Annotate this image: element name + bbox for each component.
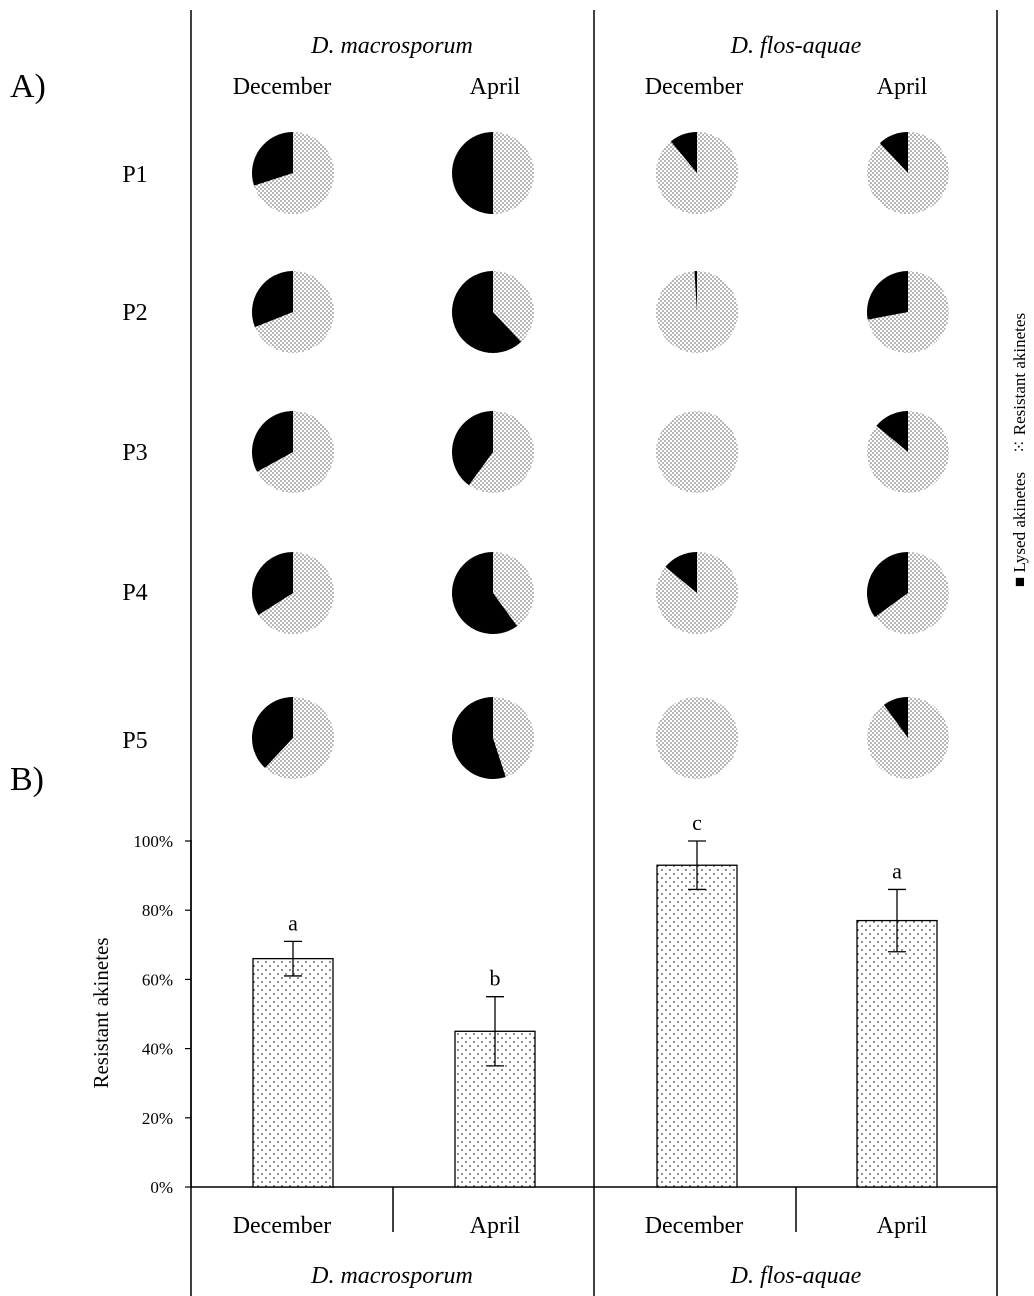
- x-label-species-right: D. flos-aquae: [730, 1263, 862, 1289]
- significance-letter-4: a: [892, 858, 902, 883]
- legend-resistant-marker: ⁙: [1010, 439, 1029, 453]
- y-tick-label: 60%: [142, 970, 173, 989]
- y-tick-label: 40%: [142, 1040, 173, 1059]
- pie-p3-col-4: [867, 411, 949, 493]
- pie-slice-lysed: [452, 552, 518, 634]
- y-axis-ticks: 0% 20% 40% 60% 80% 100%: [133, 832, 191, 1197]
- pie-p5-col-1: [251, 696, 334, 779]
- pie-slice-lysed: [876, 411, 908, 452]
- pie-slice-lysed: [252, 271, 293, 328]
- pie-grid: [251, 131, 949, 779]
- y-tick-label: 20%: [142, 1109, 173, 1128]
- y-tick-label: 0%: [150, 1178, 173, 1197]
- pie-p3-col-2: [451, 411, 534, 493]
- pie-p5-col-3: [656, 697, 738, 779]
- y-axis-label: Resistant akinetes: [89, 937, 113, 1088]
- pie-p4-col-2: [452, 552, 534, 634]
- x-label-month-1: December: [233, 1213, 332, 1239]
- bar-3: [656, 864, 738, 1188]
- month-header-3: December: [645, 74, 744, 100]
- species-header-left: D. macrosporum: [310, 33, 473, 59]
- pie-p4-col-3: [656, 552, 738, 634]
- x-label-month-4: April: [877, 1213, 928, 1239]
- significance-letter-3: c: [692, 810, 702, 835]
- significance-letter-2: b: [490, 966, 501, 991]
- pie-p2-col-4: [867, 271, 949, 353]
- pie-slice-lysed: [251, 696, 293, 768]
- y-tick-label: 80%: [142, 901, 173, 920]
- pie-p5-col-4: [867, 697, 949, 779]
- legend-resistant-label: Resistant akinetes: [1010, 313, 1029, 435]
- pie-slice-lysed: [451, 697, 506, 779]
- x-label-month-2: April: [470, 1213, 521, 1239]
- pie-p5-col-2: [451, 697, 534, 779]
- month-header-2: April: [470, 74, 521, 100]
- pie-slice-lysed: [252, 132, 293, 186]
- row-label-p4: P4: [122, 580, 147, 606]
- row-label-p5: P5: [122, 728, 147, 754]
- pie-slice-lysed: [866, 552, 908, 618]
- row-label-p1: P1: [122, 162, 147, 188]
- pie-slice-lysed: [251, 552, 293, 615]
- panel-a-label: A): [10, 68, 46, 105]
- legend-lysed-label: Lysed akinetes: [1010, 472, 1029, 573]
- pie-slice-resistant: [656, 697, 738, 779]
- x-label-month-3: December: [645, 1213, 744, 1239]
- pie-slice-lysed: [452, 271, 522, 353]
- pie-slice-lysed: [452, 132, 493, 214]
- pie-slice-lysed: [694, 271, 697, 312]
- pie-slice-lysed: [879, 131, 908, 173]
- bar-4: [856, 919, 938, 1188]
- panel-b-label: B): [10, 761, 44, 798]
- pie-p1-col-4: [867, 131, 949, 214]
- pie-p3-col-3: [656, 411, 738, 493]
- month-header-1: December: [233, 74, 332, 100]
- pie-slice-lysed: [670, 132, 697, 173]
- pie-p3-col-1: [251, 411, 334, 493]
- species-header-right: D. flos-aquae: [730, 33, 862, 59]
- pie-p2-col-1: [252, 271, 334, 353]
- row-label-p3: P3: [122, 440, 147, 466]
- svg-text:■ Lysed akinetes ⁙: ■ Lysed akinetes ⁙ Resistant akinetes: [1010, 313, 1029, 587]
- pie-p1-col-1: [252, 132, 334, 214]
- pie-slice-lysed: [665, 552, 697, 593]
- pie-p1-col-3: [656, 132, 738, 214]
- pie-slice-lysed: [451, 411, 493, 486]
- pie-slice-lysed: [883, 697, 908, 738]
- month-header-4: April: [877, 74, 928, 100]
- y-tick-label: 100%: [133, 832, 173, 851]
- pie-p1-col-2: [452, 132, 534, 214]
- significance-letter-1: a: [288, 910, 298, 935]
- pie-p2-col-3: [656, 271, 738, 353]
- pie-p4-col-4: [866, 552, 949, 634]
- row-label-p2: P2: [122, 300, 147, 326]
- x-label-species-left: D. macrosporum: [310, 1263, 473, 1289]
- bar-series: a b c a: [252, 810, 938, 1188]
- pie-slice-resistant: [656, 411, 738, 493]
- legend: ■ Lysed akinetes ⁙ Resistant akinetes: [1010, 313, 1029, 587]
- pie-slice-lysed: [867, 271, 908, 320]
- bar-1: [252, 957, 334, 1188]
- pie-p4-col-1: [251, 552, 334, 634]
- pie-p2-col-2: [452, 271, 534, 353]
- legend-lysed-marker: ■: [1010, 577, 1029, 587]
- pie-slice-lysed: [251, 411, 293, 472]
